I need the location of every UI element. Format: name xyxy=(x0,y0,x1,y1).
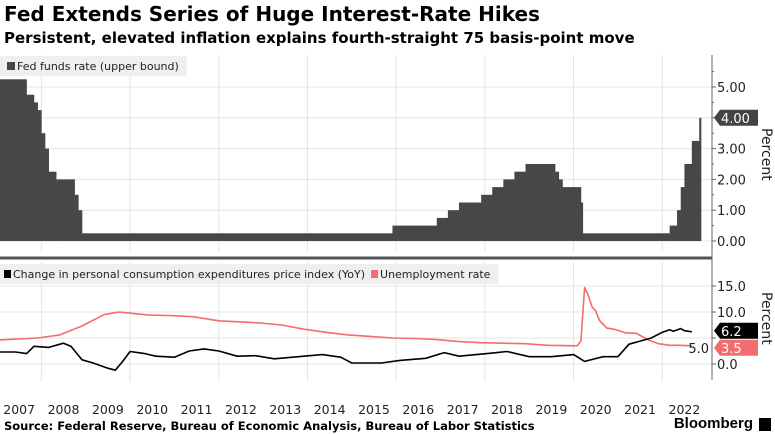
x-tick-label: 2014 xyxy=(314,402,346,417)
fed-funds-bar xyxy=(555,171,560,241)
source-note: Source: Federal Reserve, Bureau of Econo… xyxy=(4,419,535,433)
fed-funds-bar xyxy=(580,202,584,241)
pce-line xyxy=(0,327,692,372)
x-tick-label: 2007 xyxy=(3,402,35,417)
fed-funds-bar xyxy=(41,133,46,241)
y-tick-label: 2.00 xyxy=(717,173,746,188)
y-tick-label: 0.00 xyxy=(717,235,746,250)
fed-funds-last-value-box xyxy=(714,109,758,126)
fed-funds-bar xyxy=(699,117,702,241)
legend-label-pce: Change in personal consumption expenditu… xyxy=(13,268,365,281)
x-tick-label: 2019 xyxy=(535,402,567,417)
fed-funds-bar xyxy=(37,110,42,241)
legend-swatch-fed-funds xyxy=(7,62,15,70)
y-tick-label: 10.0 xyxy=(717,306,746,321)
x-tick-label: 2008 xyxy=(48,402,80,417)
unemployment-last-value: 3.5 xyxy=(721,342,742,357)
x-tick-label: 2012 xyxy=(225,402,257,417)
fed-funds-bar xyxy=(558,179,563,241)
fed-funds-bar xyxy=(680,187,685,241)
x-tick-label: 2018 xyxy=(491,402,523,417)
x-tick-label: 2020 xyxy=(580,402,612,417)
y-tick-label: 1.00 xyxy=(717,204,746,219)
fed-funds-bar xyxy=(525,164,556,241)
y-tick-label: 5.0 xyxy=(688,342,709,357)
fed-funds-bar xyxy=(677,210,682,241)
fed-funds-bar xyxy=(669,225,678,241)
y-tick-label: 3.00 xyxy=(717,143,746,158)
y-tick-label: 0.0 xyxy=(717,358,738,373)
chart-subtitle: Persistent, elevated inflation explains … xyxy=(4,29,635,47)
fed-funds-bar xyxy=(436,217,449,241)
fed-funds-bar xyxy=(691,140,700,241)
fed-funds-bar xyxy=(481,194,493,241)
fed-funds-bar xyxy=(0,79,27,241)
fed-funds-bar xyxy=(26,94,35,241)
fed-funds-bar xyxy=(48,171,57,241)
chart-title: Fed Extends Series of Huge Interest-Rate… xyxy=(4,2,540,26)
legend-background xyxy=(0,56,187,76)
fed-funds-bar xyxy=(684,164,693,241)
x-tick-label: 2021 xyxy=(624,402,656,417)
legend-label-unemployment: Unemployment rate xyxy=(380,268,491,281)
legend-swatch-unemployment xyxy=(371,270,379,278)
fed-funds-bar xyxy=(447,210,460,241)
pce-last-value-box xyxy=(714,322,758,339)
fed-funds-bar xyxy=(74,194,79,241)
y-axis-title-bottom: Percent xyxy=(758,292,774,345)
fed-funds-last-value: 4.00 xyxy=(721,112,750,127)
x-tick-label: 2016 xyxy=(402,402,434,417)
fed-funds-bar xyxy=(492,187,504,241)
unemployment-line xyxy=(0,286,692,347)
x-tick-label: 2015 xyxy=(358,402,390,417)
fed-funds-bar xyxy=(458,202,482,241)
pce-last-value: 6.2 xyxy=(721,325,742,340)
brand-logo: Bloomberg xyxy=(673,415,753,432)
fed-funds-bar xyxy=(582,233,670,241)
unemployment-last-value-box xyxy=(714,339,758,356)
bloomberg-icon xyxy=(759,418,771,431)
legend-label-fed-funds: Fed funds rate (upper bound) xyxy=(17,60,179,73)
y-tick-label: 15.0 xyxy=(717,280,746,295)
x-tick-label: 2013 xyxy=(269,402,301,417)
fed-funds-bar xyxy=(392,225,438,241)
fed-funds-bar xyxy=(45,148,50,241)
legend-swatch-pce xyxy=(4,270,11,278)
x-tick-label: 2009 xyxy=(92,402,124,417)
fed-funds-bar xyxy=(82,233,393,241)
legend-background xyxy=(0,264,499,284)
fed-funds-bar xyxy=(33,102,38,242)
x-tick-label: 2022 xyxy=(669,402,701,417)
fed-funds-bar xyxy=(56,179,75,241)
fed-funds-bar xyxy=(514,171,526,241)
fed-funds-bar xyxy=(78,210,83,241)
y-axis-title-top: Percent xyxy=(758,128,774,181)
x-tick-label: 2011 xyxy=(181,402,213,417)
fed-funds-bar xyxy=(562,187,582,241)
x-tick-label: 2017 xyxy=(447,402,479,417)
x-tick-label: 2010 xyxy=(136,402,168,417)
fed-funds-bar xyxy=(503,179,515,241)
y-tick-label: 5.00 xyxy=(717,81,746,96)
